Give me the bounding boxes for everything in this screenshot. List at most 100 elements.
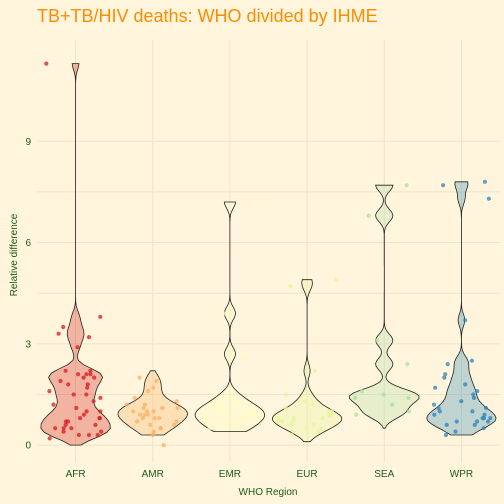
chart-title: TB+TB/HIV deaths: WHO divided by IHME (37, 6, 378, 26)
point-afr (63, 419, 68, 424)
point-eur (290, 419, 295, 424)
point-afr (61, 324, 66, 330)
point-wpr (442, 375, 447, 380)
point-afr (71, 392, 76, 397)
point-wpr (482, 412, 487, 417)
point-afr (98, 409, 103, 414)
violin-wpr (426, 181, 497, 436)
point-afr (93, 422, 98, 427)
x-tick-label: AMR (142, 469, 164, 480)
point-sea (390, 402, 395, 407)
point-afr (81, 412, 87, 417)
y-axis-ticks: 0 3 6 9 (25, 137, 31, 452)
point-wpr (470, 409, 475, 414)
point-eur (283, 405, 288, 411)
point-afr (88, 368, 93, 373)
point-eur (291, 416, 296, 421)
point-afr (97, 416, 102, 421)
point-wpr (483, 405, 489, 411)
point-afr (44, 61, 49, 66)
point-amr (131, 409, 136, 414)
point-amr (158, 426, 163, 431)
point-wpr (475, 389, 480, 394)
point-afr (61, 429, 66, 434)
point-eur (320, 416, 325, 421)
point-amr (174, 399, 179, 404)
point-sea (354, 412, 359, 417)
point-afr (66, 382, 71, 387)
point-amr (150, 432, 156, 438)
point-afr (76, 432, 81, 438)
x-tick-label: EUR (297, 469, 318, 480)
point-sea (406, 395, 411, 400)
point-wpr (454, 419, 459, 424)
point-eur (288, 284, 293, 289)
point-afr (85, 382, 90, 387)
point-sea (404, 183, 409, 188)
point-amr (151, 385, 156, 390)
point-afr (98, 395, 103, 400)
point-amr (138, 412, 143, 417)
point-emr (246, 416, 251, 421)
point-amr (142, 402, 147, 407)
point-eur (289, 432, 294, 438)
point-emr (207, 426, 212, 431)
point-wpr (445, 362, 450, 367)
point-amr (161, 443, 166, 448)
point-afr (56, 331, 61, 336)
point-wpr (471, 392, 476, 397)
point-afr (99, 429, 104, 434)
point-emr (232, 399, 238, 404)
point-emr (217, 405, 223, 411)
point-amr (154, 378, 159, 384)
point-amr (148, 422, 153, 427)
point-afr (81, 375, 86, 380)
point-afr (74, 405, 79, 411)
point-eur (319, 426, 324, 431)
point-afr (84, 392, 89, 397)
x-tick-label: EMR (219, 469, 241, 480)
point-emr (245, 409, 250, 414)
point-eur (289, 422, 294, 427)
violins (40, 63, 497, 446)
point-emr (203, 429, 208, 434)
point-afr (63, 368, 68, 373)
point-wpr (481, 426, 486, 431)
point-eur (334, 277, 339, 282)
point-wpr (453, 429, 458, 434)
point-afr (75, 345, 80, 350)
violin-eur (271, 279, 343, 443)
point-wpr (436, 405, 441, 411)
point-emr (213, 392, 218, 397)
point-afr (76, 372, 81, 377)
point-amr (132, 395, 137, 400)
point-eur (304, 426, 309, 431)
point-afr (95, 432, 100, 438)
point-wpr (443, 432, 448, 438)
point-afr (53, 426, 58, 431)
point-wpr (471, 395, 477, 400)
violin-afr (40, 63, 111, 446)
violin-sea (349, 184, 420, 429)
violin-emr (194, 201, 265, 432)
point-emr (253, 199, 258, 205)
point-amr (135, 419, 140, 424)
point-amr (151, 409, 156, 414)
point-eur (302, 399, 307, 404)
point-sea (406, 409, 412, 414)
point-emr (222, 422, 227, 427)
grid-lines (37, 40, 500, 462)
point-wpr (469, 358, 474, 363)
point-sea (381, 392, 386, 397)
point-eur (328, 412, 334, 417)
point-wpr (463, 382, 468, 387)
point-eur (284, 392, 289, 397)
violin-amr (117, 370, 188, 436)
point-amr (137, 375, 142, 380)
point-wpr (437, 409, 442, 414)
x-tick-label: WPR (450, 469, 473, 480)
point-wpr (431, 402, 437, 407)
point-sea (366, 213, 371, 218)
point-afr (92, 375, 97, 380)
point-afr (58, 378, 63, 384)
